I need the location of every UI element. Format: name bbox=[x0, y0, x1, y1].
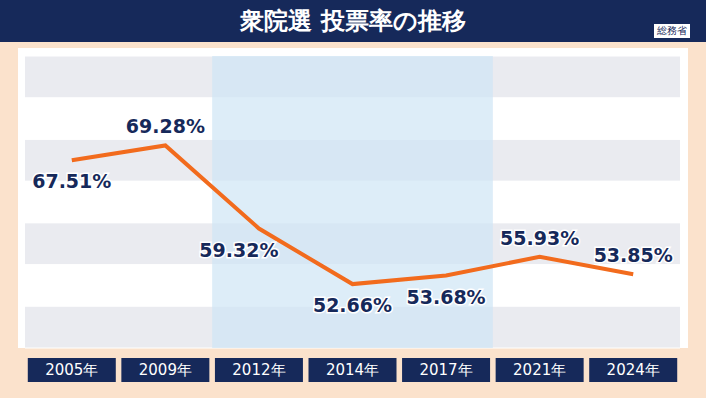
html-text:衆院選 投票率の推移: 衆院選 投票率の推移 bbox=[240, 7, 466, 35]
svg-text:2017年: 2017年 bbox=[419, 361, 472, 379]
svg-text:2021年: 2021年 bbox=[513, 361, 566, 379]
svg-text:59.32%: 59.32% bbox=[199, 239, 278, 261]
svg-text:67.51%: 67.51% bbox=[32, 170, 111, 192]
svg-text:69.28%: 69.28% bbox=[126, 115, 205, 137]
svg-text:2009年: 2009年 bbox=[139, 361, 192, 379]
svg-text:2012年: 2012年 bbox=[232, 361, 285, 379]
svg-text:2005年: 2005年 bbox=[45, 361, 98, 379]
svg-text:55.93%: 55.93% bbox=[500, 227, 579, 249]
svg-text:2014年: 2014年 bbox=[326, 361, 379, 379]
svg-text:53.85%: 53.85% bbox=[594, 244, 673, 266]
svg-text:52.66%: 52.66% bbox=[313, 294, 392, 316]
svg-text:53.68%: 53.68% bbox=[407, 286, 486, 308]
svg-text:2024年: 2024年 bbox=[607, 361, 660, 379]
html-text:総務省: 総務省 bbox=[657, 25, 687, 36]
